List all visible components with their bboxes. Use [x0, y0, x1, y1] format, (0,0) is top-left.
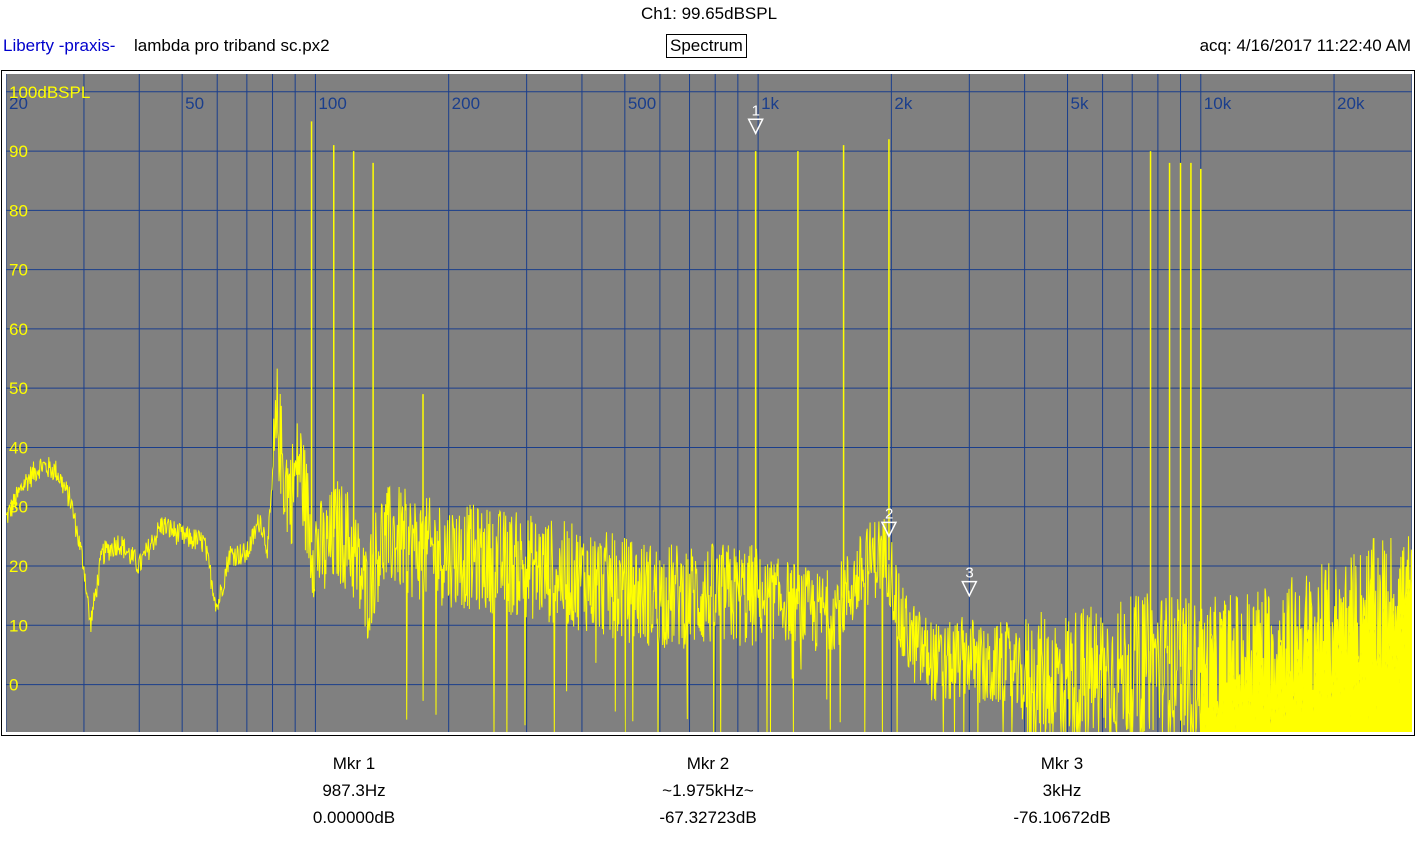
- marker-3-label: 3: [965, 565, 973, 582]
- y-tick-label: 10: [9, 616, 28, 635]
- marker-3-level: -76.10672dB: [1013, 808, 1111, 827]
- marker-2-title: Mkr 2: [686, 754, 730, 773]
- high-frequency-noise-fill: [1200, 540, 1412, 732]
- x-tick-label: 5k: [1071, 94, 1089, 113]
- marker-2: 2: [880, 505, 898, 539]
- y-tick-label: 90: [9, 142, 28, 161]
- marker-1-triangle: [747, 118, 764, 135]
- marker-2-readout: Mkr 2 ~1.975kHz~ -67.32723dB: [608, 750, 808, 831]
- y-tick-label: 80: [9, 201, 28, 220]
- x-tick-label: 20k: [1337, 94, 1365, 113]
- x-tick-label: 2k: [894, 94, 912, 113]
- marker-2-frequency: ~1.975kHz~: [662, 781, 754, 800]
- marker-1: 1: [747, 102, 764, 135]
- y-tick-label: 20: [9, 557, 28, 576]
- x-tick-label: 50: [185, 94, 204, 113]
- marker-1-label: 1: [752, 102, 760, 119]
- marker-3-title: Mkr 3: [1040, 754, 1084, 773]
- marker-3-triangle: [961, 580, 978, 598]
- app-name: Liberty -praxis-: [3, 36, 116, 55]
- x-tick-label: 500: [628, 94, 656, 113]
- marker-1-frequency: 987.3Hz: [322, 781, 386, 800]
- marker-2-level: -67.32723dB: [659, 808, 757, 827]
- x-tick-label: 200: [452, 94, 480, 113]
- marker-2-label: 2: [885, 505, 893, 522]
- marker-1-readout: Mkr 1 987.3Hz 0.00000dB: [254, 750, 454, 831]
- x-tick-label: 10k: [1204, 94, 1232, 113]
- channel-readout: Ch1: 99.65dBSPL: [640, 4, 778, 23]
- grid-lines: [6, 74, 1412, 732]
- x-tick-label: 20: [9, 94, 28, 113]
- file-name: lambda pro triband sc.px2: [134, 36, 330, 55]
- marker-1-level: 0.00000dB: [312, 808, 396, 827]
- y-tick-label: 40: [9, 438, 28, 457]
- marker-3-readout: Mkr 3 3kHz -76.10672dB: [962, 750, 1162, 831]
- view-mode-button[interactable]: Spectrum: [666, 34, 747, 58]
- marker-3: 3: [961, 565, 978, 598]
- y-tick-label: 100dBSPL: [9, 83, 90, 102]
- spectrum-chart[interactable]: 20 50 100 200 500 1k 2k 5k 10k 20k100dBSPL9080706…: [6, 74, 1412, 732]
- y-tick-label: 0: [9, 676, 18, 695]
- marker-3-frequency: 3kHz: [1042, 781, 1082, 800]
- x-tick-label: 100: [318, 94, 346, 113]
- acquisition-timestamp: acq: 4/16/2017 11:22:40 AM: [1199, 36, 1411, 55]
- y-tick-label: 50: [9, 379, 28, 398]
- marker-2-triangle: [880, 521, 898, 539]
- x-tick-label: 1k: [761, 94, 779, 113]
- marker-1-title: Mkr 1: [332, 754, 376, 773]
- y-tick-label: 70: [9, 261, 28, 280]
- y-tick-label: 60: [9, 320, 28, 339]
- spectrum-trace: [6, 368, 1412, 732]
